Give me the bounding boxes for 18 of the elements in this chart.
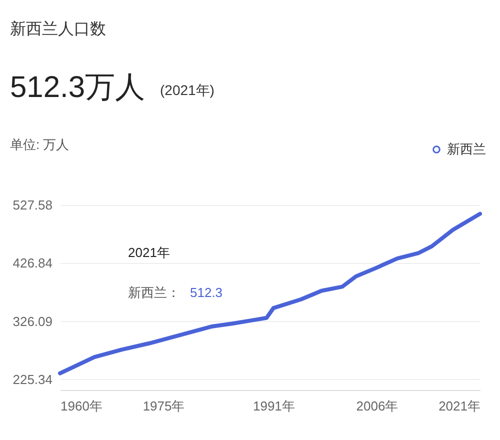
legend-label: 新西兰 [447, 142, 486, 156]
annotation: 新西兰： [128, 285, 180, 300]
annotation: 2021年 [128, 245, 170, 260]
x-tick-label: 2006年 [356, 398, 398, 414]
y-tick-label: 426.84 [12, 256, 52, 271]
x-tick-label: 1991年 [252, 398, 295, 414]
chart-subtitle: 512.3万人 [10, 71, 146, 104]
y-axis-title: 单位: 万人 [10, 137, 70, 152]
y-tick-label: 527.58 [12, 198, 52, 212]
text: (2021年) [160, 82, 214, 98]
annotation: 512.3 [190, 285, 223, 300]
x-tick-label: 2021年 [438, 398, 480, 414]
x-tick-label: 1975年 [142, 398, 185, 414]
line-series [58, 212, 482, 376]
chart-title: 新西兰人口数 [10, 20, 106, 38]
x-tick-label: 1960年 [60, 398, 102, 414]
y-tick-label: 326.09 [12, 314, 52, 329]
y-tick-label: 225.34 [12, 372, 52, 387]
